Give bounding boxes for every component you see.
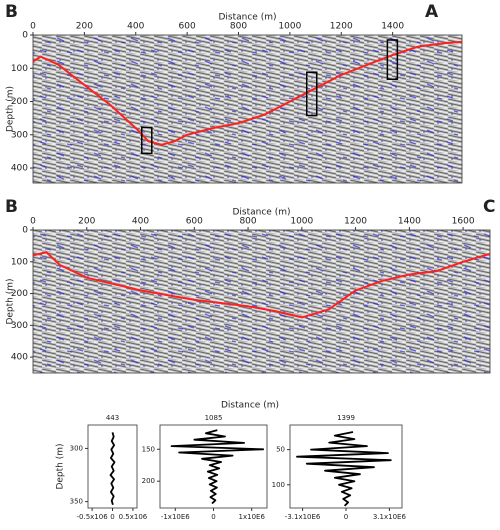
trace-title: 1399 (337, 414, 355, 422)
x-tick-label: 1200 (330, 22, 353, 32)
y-tick-label: 150 (142, 445, 155, 453)
y-tick-label: 0 (22, 226, 28, 236)
profile-end: C (483, 197, 495, 217)
x-tick-label: 0 (30, 217, 36, 227)
x-tick-label: -0.5x106 (76, 513, 108, 521)
picked-horizon (32, 40, 463, 146)
trace-location-box (141, 126, 153, 155)
x-tick-label: 3.1x10E6 (373, 513, 407, 521)
trace-title: 1085 (205, 414, 223, 422)
x-tick-label: 600 (179, 22, 196, 32)
x-tick-label: 1000 (278, 22, 301, 32)
trace-location-box (305, 71, 318, 117)
y-axis-label: Depth (m) (6, 86, 16, 132)
y-tick-label: 100 (11, 257, 28, 267)
x-tick-label: 1000 (290, 217, 313, 227)
profile-start: B (5, 197, 18, 217)
x-axis-label: Distance (m) (218, 13, 276, 23)
y-tick-label: 100 (11, 64, 28, 74)
radargram-noise (33, 35, 462, 183)
x-tick-label: 400 (127, 22, 144, 32)
x-tick-label: 0 (30, 22, 36, 32)
x-tick-label: 1600 (452, 217, 475, 227)
x-tick-label: 600 (186, 217, 203, 227)
radargram-noise (33, 230, 490, 373)
y-tick-label: 400 (11, 353, 28, 363)
x-tick-label: 0 (211, 513, 215, 521)
plot-frame (32, 34, 463, 184)
y-tick-label: 100 (272, 481, 285, 489)
trace-title: 443 (106, 414, 119, 422)
y-tick-label: 200 (11, 289, 28, 299)
trace (296, 431, 392, 507)
y-tick-label: 200 (11, 97, 28, 107)
y-tick-label: 350 (70, 498, 83, 506)
x-tick-label: 1200 (344, 217, 367, 227)
x-tick-label: 1400 (398, 217, 421, 227)
y-tick-label: 200 (142, 477, 155, 485)
x-tick-label: 800 (239, 217, 256, 227)
trace-location-box (386, 39, 399, 80)
x-tick-label: -1x10E6 (161, 513, 190, 521)
x-tick-label: 0.5x106 (119, 513, 148, 521)
y-tick-label: 300 (11, 321, 28, 331)
y-axis-label: Depth (m) (6, 278, 16, 324)
y-axis-label: Depth (m) (56, 443, 66, 489)
x-tick-label: 1x10E6 (239, 513, 266, 521)
profile-start: B (5, 2, 18, 22)
x-tick-label: 1400 (381, 22, 404, 32)
trace (170, 429, 265, 505)
x-tick-label: 400 (132, 217, 149, 227)
y-tick-label: 50 (276, 446, 285, 454)
y-tick-label: 400 (11, 164, 28, 174)
trace-axis-label: Distance (m) (221, 401, 279, 411)
picked-horizon (32, 251, 491, 319)
y-tick-label: 300 (11, 130, 28, 140)
x-axis-label: Distance (m) (232, 208, 290, 218)
x-tick-label: 200 (78, 217, 95, 227)
x-tick-label: -3.1x10E6 (285, 513, 321, 521)
x-tick-label: 800 (230, 22, 247, 32)
trace (109, 432, 116, 506)
plot-frame (32, 229, 491, 374)
x-tick-label: 200 (76, 22, 93, 32)
x-tick-label: 0 (110, 513, 114, 521)
x-tick-label: 0 (344, 513, 348, 521)
y-tick-label: 300 (70, 444, 83, 452)
y-tick-label: 0 (22, 31, 28, 41)
profile-end: A (425, 2, 439, 22)
